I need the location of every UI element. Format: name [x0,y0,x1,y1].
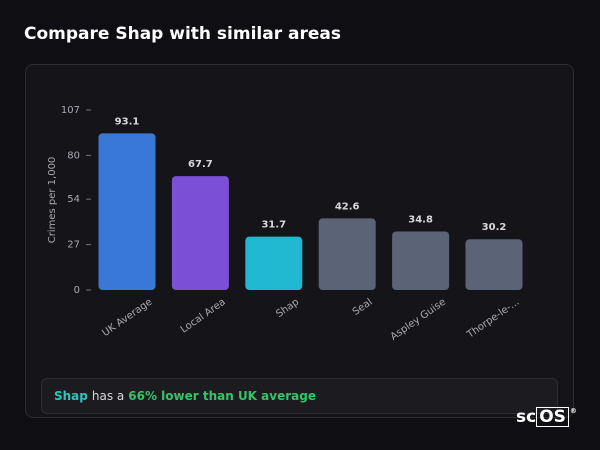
value-label: 30.2 [482,222,507,233]
y-tick-label: 80 [67,150,80,161]
value-label: 93.1 [115,116,140,127]
insight-text: has a [91,389,125,403]
x-tick-label: Shap [274,297,301,320]
value-label: 31.7 [261,220,286,231]
insight-highlight: 66% lower than UK average [128,389,316,403]
x-tick-label: Seal [351,297,375,318]
page-title: Compare Shap with similar areas [24,24,341,44]
logo-prefix: sc [516,407,537,427]
value-label: 34.8 [408,214,433,225]
y-tick-label: 0 [74,285,80,296]
logo-mark: ® [569,407,577,415]
bar [245,236,303,290]
y-axis-label: Crimes per 1,000 [47,157,58,244]
x-tick-label: Thorpe-le-... [464,297,521,341]
value-label: 67.7 [188,159,213,170]
bar [318,218,376,290]
x-tick-label: Local Area [179,297,228,336]
insight-box: Shap has a 66% lower than UK average [41,378,558,414]
value-label: 42.6 [335,201,360,212]
logo: sc OS ® [516,407,577,427]
x-tick-label: Aspley Guise [389,297,448,343]
bar [171,176,229,290]
x-tick-label: UK Average [100,297,154,339]
bar [465,239,523,290]
y-tick-label: 107 [61,105,80,116]
insight-area: Shap [54,389,88,403]
bar [98,133,156,290]
bar [392,231,450,290]
y-tick-label: 54 [67,194,80,205]
y-tick-label: 27 [67,240,80,251]
logo-box: OS [536,407,569,427]
